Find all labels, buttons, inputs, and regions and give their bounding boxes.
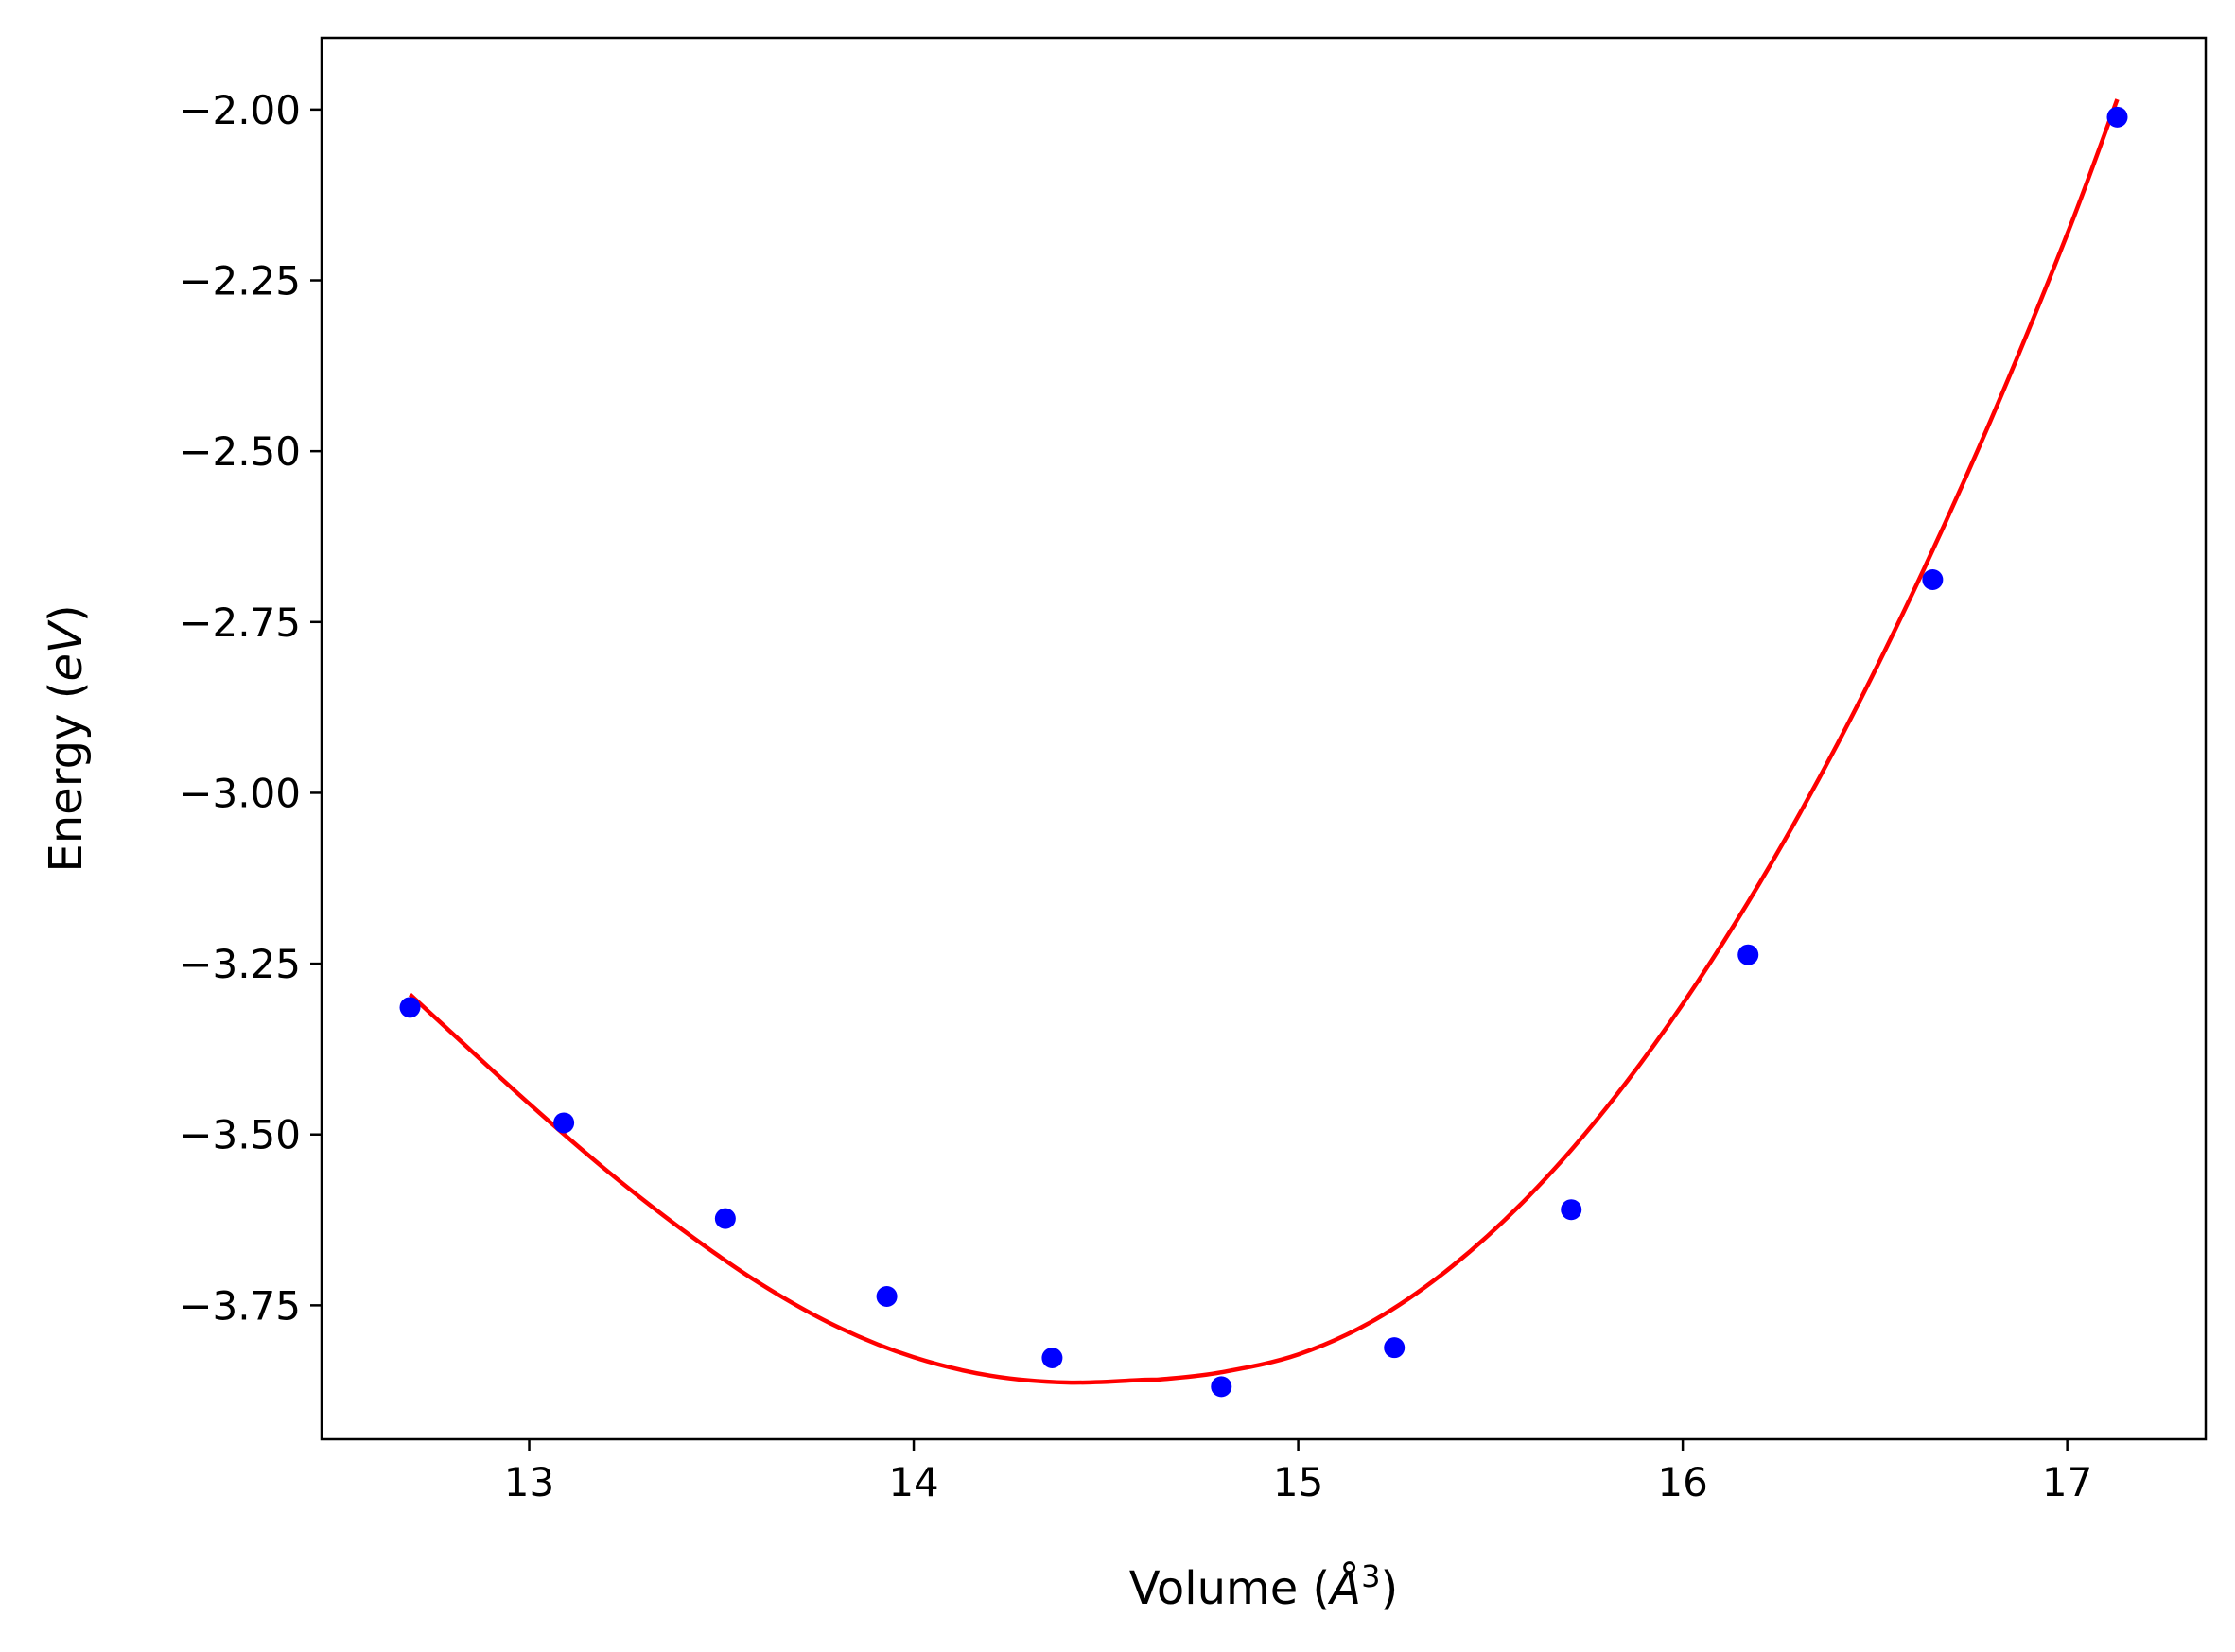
x-tick-label: 14 — [888, 1459, 938, 1505]
y-axis: −2.00 −2.25 −2.50 −2.75 −3.00 −3.25 −3.50 −3.75 — [179, 87, 322, 1329]
data-point — [1561, 1199, 1582, 1221]
x-tick-label: 17 — [2042, 1459, 2092, 1505]
plot-area — [399, 98, 2128, 1398]
x-axis: 13 14 15 16 17 — [504, 1439, 2092, 1505]
y-tick-label: −3.75 — [179, 1282, 301, 1329]
y-tick-label: −2.50 — [179, 428, 301, 475]
x-tick-label: 16 — [1657, 1459, 1707, 1505]
data-point — [553, 1112, 575, 1134]
y-tick-label: −2.75 — [179, 600, 301, 646]
y-tick-label: −3.00 — [179, 770, 301, 816]
fit-curve-line — [408, 98, 2120, 1385]
y-tick-label: −3.25 — [179, 941, 301, 987]
data-point — [399, 997, 421, 1018]
x-axis-label: Volume (Å3) — [1129, 1558, 1398, 1615]
data-point — [1211, 1376, 1232, 1398]
axes-frame — [320, 36, 2208, 1441]
data-point — [1384, 1337, 1406, 1359]
y-tick-label: −2.00 — [179, 87, 301, 133]
data-point — [1041, 1348, 1063, 1369]
x-tick-label: 15 — [1273, 1459, 1323, 1505]
y-axis-label: Energy (eV) — [40, 604, 93, 872]
data-point — [876, 1285, 898, 1307]
data-point — [2106, 106, 2128, 128]
data-point — [1737, 944, 1759, 965]
y-tick-label: −3.50 — [179, 1112, 301, 1158]
y-tick-label: −2.25 — [179, 258, 301, 304]
data-point — [1922, 569, 1944, 591]
data-point — [714, 1208, 736, 1229]
x-tick-label: 13 — [504, 1459, 554, 1505]
